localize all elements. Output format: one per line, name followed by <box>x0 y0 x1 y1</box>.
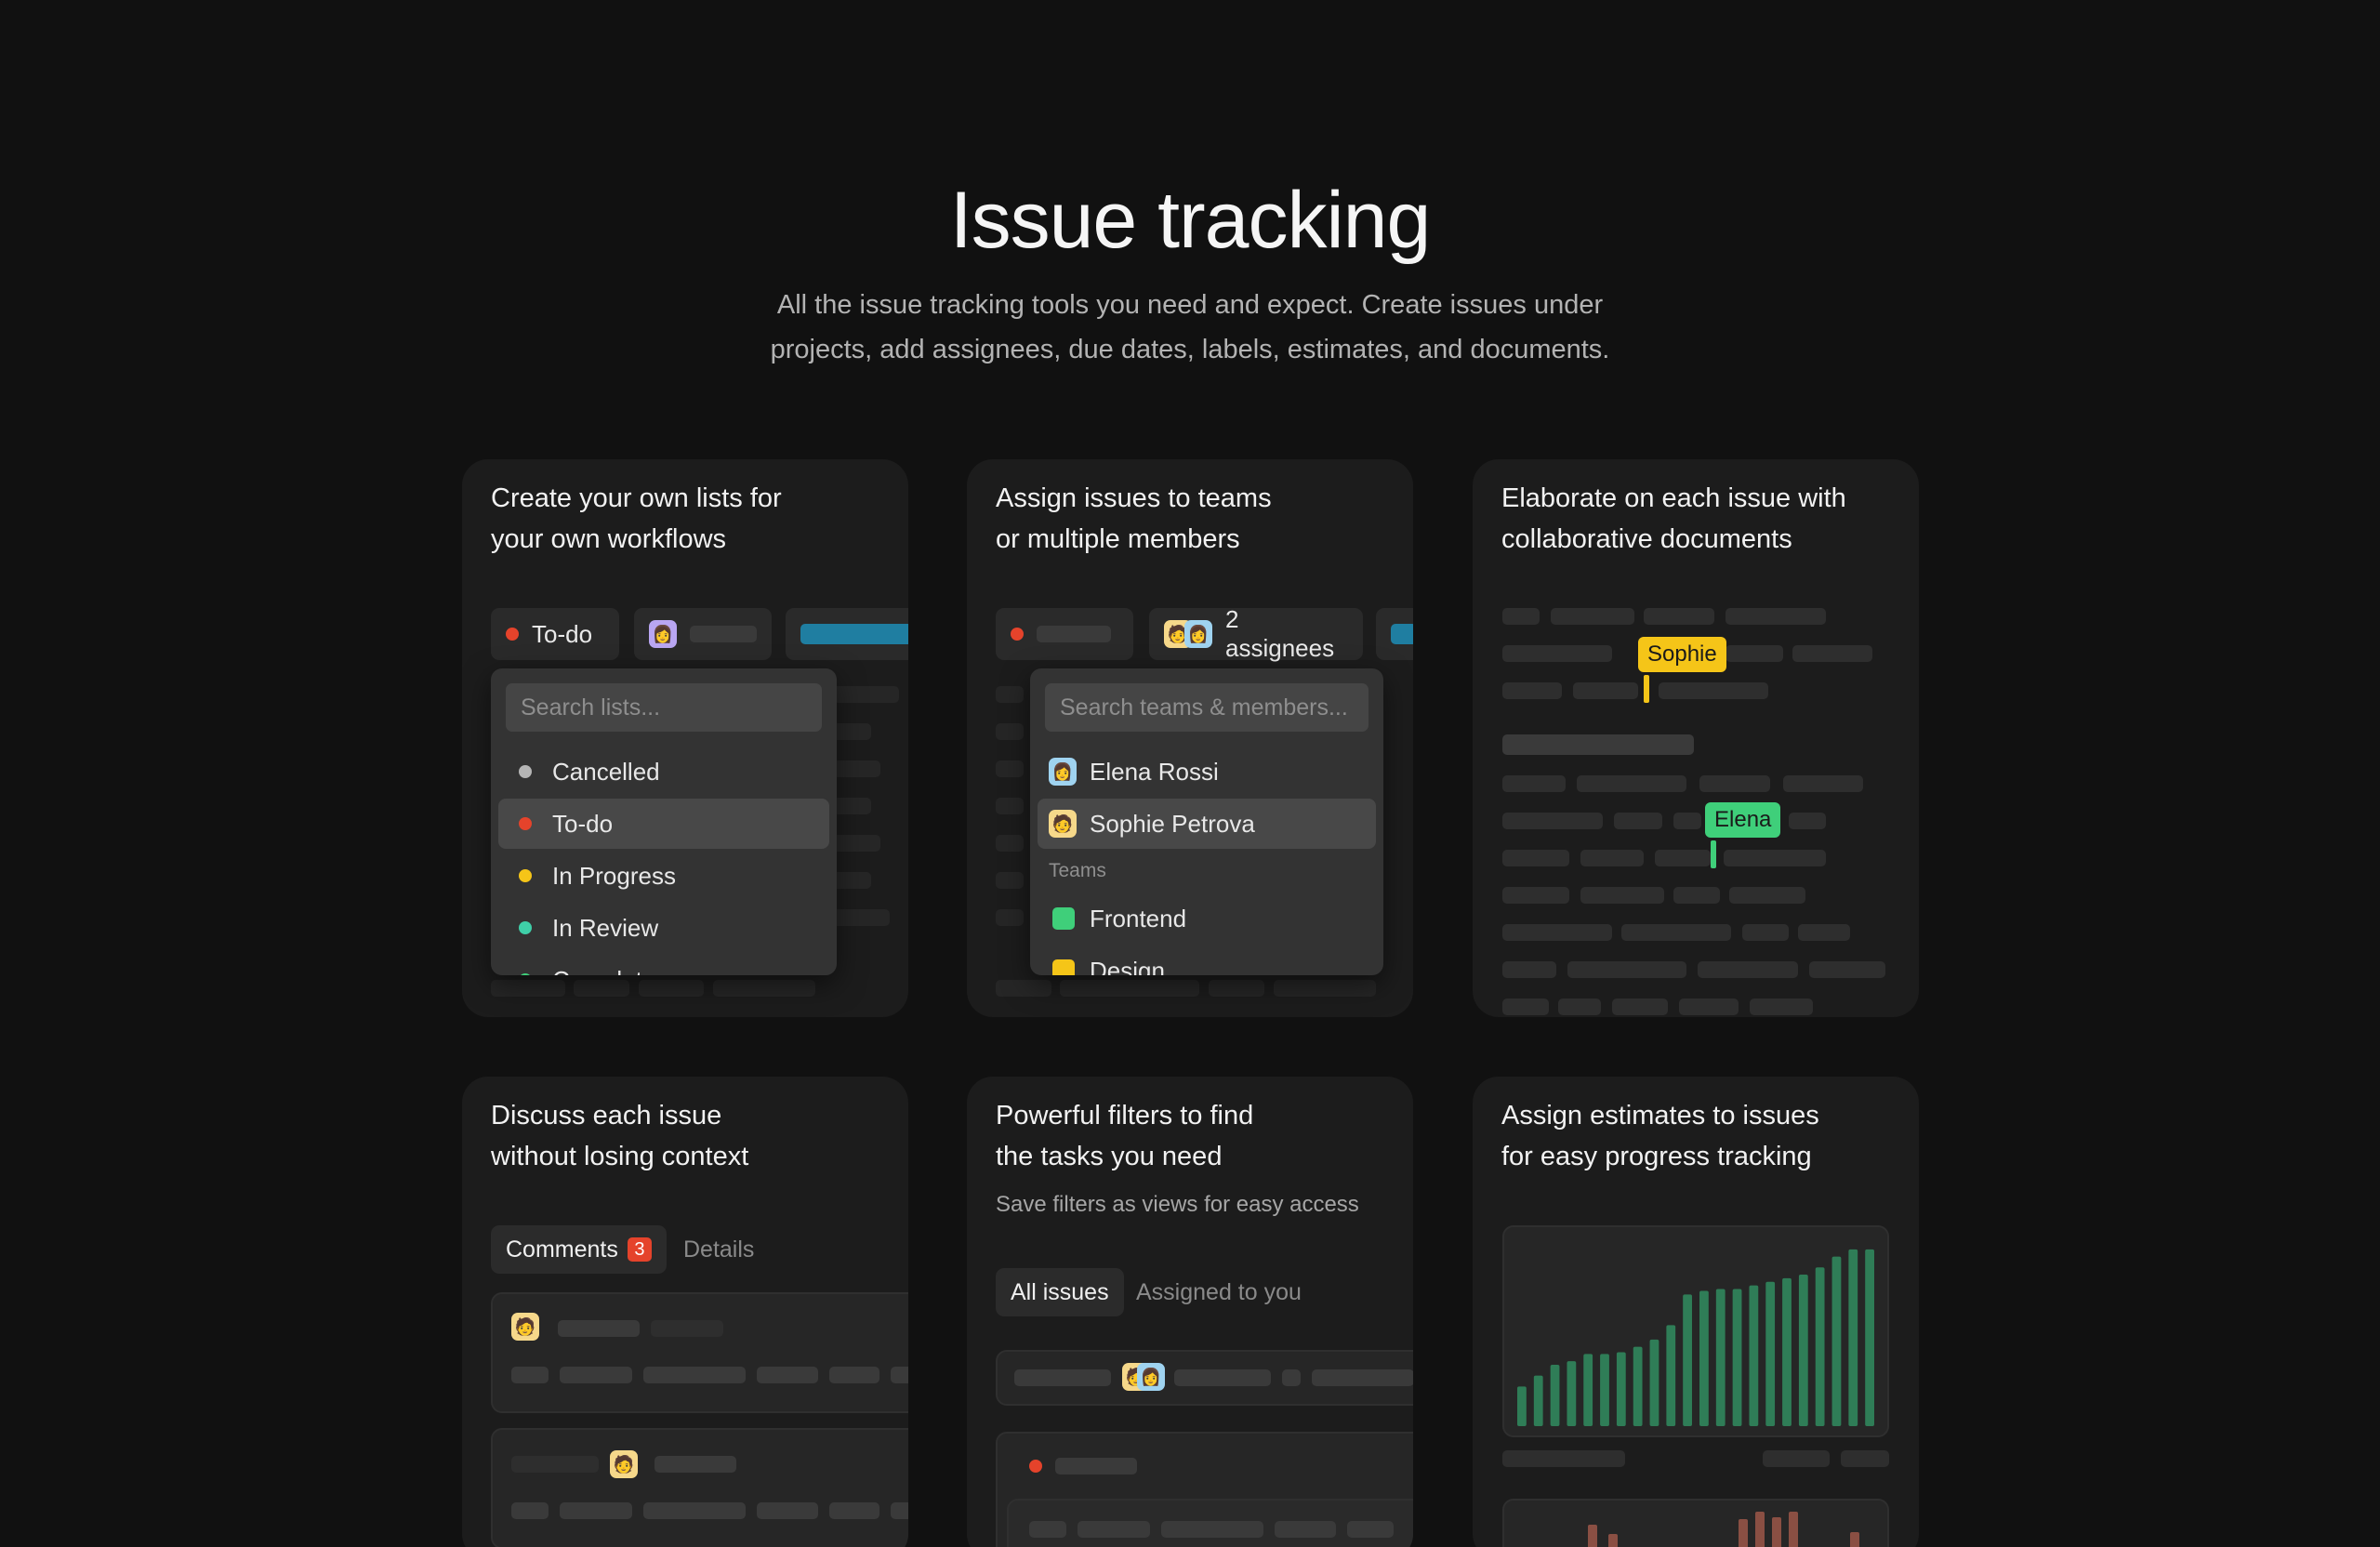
teams-header: Teams <box>1049 860 1106 881</box>
card-subtitle: Save filters as views for easy access <box>996 1192 1359 1217</box>
estimate-bar <box>1633 1346 1643 1426</box>
label-chip[interactable] <box>1376 608 1413 660</box>
comment-card: 🧑 <box>491 1292 908 1413</box>
estimate-bar <box>1550 1365 1560 1426</box>
avatar-icon: 👩 <box>1049 758 1077 786</box>
estimate-bar <box>1749 1285 1759 1426</box>
status-dot-icon <box>1011 628 1024 641</box>
card-title: Create your own lists for your own workf… <box>491 483 782 554</box>
status-dot-icon <box>519 765 532 778</box>
estimate-bar <box>1831 1256 1842 1426</box>
estimates-chart <box>1502 1225 1889 1437</box>
estimate-bar <box>1600 1354 1609 1426</box>
estimate-bar <box>1782 1277 1792 1426</box>
issue-group <box>996 1432 1413 1547</box>
team-color-icon <box>1052 959 1075 975</box>
status-dot-icon <box>506 628 519 641</box>
list-item-in-review[interactable]: In Review <box>498 903 829 953</box>
search-input[interactable]: Search teams & members... <box>1045 683 1368 732</box>
team-item-frontend[interactable]: Frontend <box>1038 893 1376 944</box>
estimate-bar <box>1699 1290 1709 1426</box>
list-item-todo[interactable]: To-do <box>498 799 829 849</box>
comment-count-badge: 3 <box>627 1237 652 1262</box>
estimates-bar-chart <box>1517 1249 1874 1426</box>
tab-comments[interactable]: Comments 3 <box>491 1225 667 1274</box>
member-item-sophie[interactable]: 🧑 Sophie Petrova <box>1038 799 1376 849</box>
issue-row: 🧑 👩 <box>996 1350 1413 1406</box>
team-item-design[interactable]: Design <box>1038 945 1376 975</box>
tab-assigned-to-you[interactable]: Assigned to you <box>1136 1279 1302 1305</box>
estimate-bar <box>1815 1267 1825 1426</box>
estimate-bar <box>1666 1325 1676 1426</box>
team-color-icon <box>1052 907 1075 930</box>
estimate-bar <box>1517 1386 1527 1426</box>
lists-dropdown: Search lists... Cancelled To-do In Progr… <box>491 668 837 975</box>
comment-card: 🧑 <box>491 1428 908 1547</box>
estimate-bar <box>1683 1294 1692 1426</box>
status-dot-icon <box>519 869 532 882</box>
status-chip[interactable] <box>996 608 1133 660</box>
member-item-elena[interactable]: 👩 Elena Rossi <box>1038 747 1376 797</box>
tab-all-issues[interactable]: All issues <box>996 1268 1124 1316</box>
status-chip[interactable]: To-do <box>491 608 619 660</box>
estimate-bar <box>1798 1275 1808 1426</box>
cursor-tag-sophie: Sophie <box>1638 637 1726 672</box>
list-item-cancelled[interactable]: Cancelled <box>498 747 829 797</box>
card-title: Assign issues to teams or multiple membe… <box>996 483 1272 554</box>
card-filters: Powerful filters to find the tasks you n… <box>967 1077 1413 1547</box>
avatar-icon: 🧑 <box>610 1450 638 1478</box>
status-dot-icon <box>519 921 532 934</box>
page-title: Issue tracking <box>949 176 1432 265</box>
card-estimates: Assign estimates to issues for easy prog… <box>1473 1077 1919 1547</box>
assignees-dropdown: Search teams & members... 👩 Elena Rossi … <box>1030 668 1383 975</box>
estimate-bar <box>1848 1249 1858 1426</box>
avatar-icon: 👩 <box>1137 1363 1165 1391</box>
avatar-icon: 👩 <box>649 620 677 648</box>
list-item-complete[interactable]: Complete <box>498 955 829 975</box>
estimates-chart-2 <box>1502 1499 1889 1547</box>
card-title: Powerful filters to find the tasks you n… <box>996 1101 1254 1171</box>
avatar-icon: 🧑 <box>511 1313 539 1341</box>
tab-details[interactable]: Details <box>683 1236 755 1263</box>
page-subtitle: All the issue tracking tools you need an… <box>770 290 1610 364</box>
search-input[interactable]: Search lists... <box>506 683 822 732</box>
list-item-in-progress[interactable]: In Progress <box>498 851 829 901</box>
estimate-bar <box>1732 1289 1742 1426</box>
estimate-bar <box>1649 1339 1659 1426</box>
estimate-bar <box>1533 1375 1543 1426</box>
card-documents: Elaborate on each issue with collaborati… <box>1473 459 1919 1017</box>
card-title: Elaborate on each issue with collaborati… <box>1501 483 1846 554</box>
estimate-bar <box>1865 1249 1874 1426</box>
card-assign: Assign issues to teams or multiple membe… <box>967 459 1413 1017</box>
card-discuss: Discuss each issue without losing contex… <box>462 1077 908 1547</box>
avatar-icon: 👩 <box>1184 620 1212 648</box>
cursor-caret <box>1644 675 1649 703</box>
assignees-chip[interactable]: 🧑 👩 2 assignees <box>1149 605 1363 662</box>
card-title: Discuss each issue without losing contex… <box>491 1101 749 1171</box>
estimate-bar <box>1765 1281 1776 1426</box>
estimate-bar <box>1715 1289 1726 1426</box>
card-title: Assign estimates to issues for easy prog… <box>1501 1101 1819 1171</box>
status-dot-icon <box>1029 1460 1042 1473</box>
card-lists: Create your own lists for your own workf… <box>462 459 908 1017</box>
avatar-icon: 🧑 <box>1049 810 1077 838</box>
label-chip[interactable] <box>786 608 908 660</box>
estimate-bar <box>1567 1361 1577 1426</box>
cursor-caret <box>1711 840 1716 868</box>
cursor-tag-elena: Elena <box>1705 802 1781 838</box>
status-dot-icon <box>519 973 532 975</box>
status-dot-icon <box>519 817 532 830</box>
assignee-chip[interactable]: 👩 <box>634 608 772 660</box>
estimate-bar <box>1616 1352 1626 1426</box>
estimate-bar <box>1583 1354 1593 1426</box>
